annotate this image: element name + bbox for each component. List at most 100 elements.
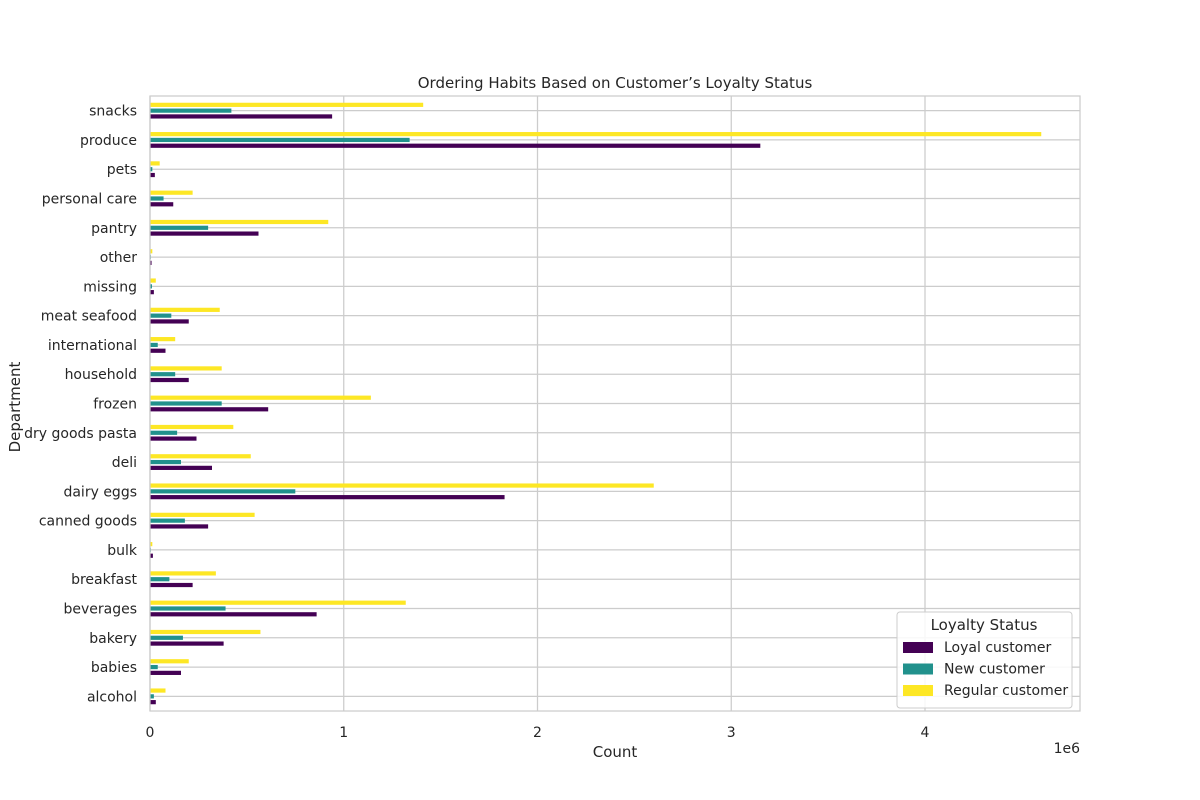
bar-regular-customer-alcohol — [150, 688, 166, 693]
y-tick-label: pets — [107, 162, 137, 178]
y-tick-label: produce — [80, 133, 137, 149]
bar-regular-customer-household — [150, 366, 222, 371]
bar-regular-customer-beverages — [150, 600, 406, 605]
bar-loyal-customer-babies — [150, 670, 181, 675]
y-tick-label: beverages — [63, 602, 137, 618]
bar-regular-customer-meat-seafood — [150, 307, 220, 312]
bar-loyal-customer-international — [150, 348, 166, 353]
bar-new-customer-frozen — [150, 401, 222, 406]
y-axis-label: Department — [6, 362, 24, 453]
bar-new-customer-dry-goods-pasta — [150, 430, 178, 435]
y-tick-label: bulk — [107, 543, 138, 559]
x-tick-label: 0 — [146, 725, 155, 741]
plot-frame — [149, 95, 1081, 712]
x-tick-label: 1 — [339, 725, 348, 741]
y-tick-label: frozen — [93, 397, 137, 413]
y-tick-label: bakery — [89, 631, 137, 647]
legend-swatch — [903, 642, 933, 653]
bar-regular-customer-bakery — [150, 629, 261, 635]
y-tick-label: canned goods — [39, 514, 137, 530]
y-tick-label: breakfast — [71, 572, 137, 588]
y-tick-label: pantry — [91, 221, 137, 237]
bar-loyal-customer-household — [150, 377, 189, 383]
bar-new-customer-breakfast — [150, 577, 170, 582]
bar-loyal-customer-canned-goods — [150, 524, 209, 529]
bar-new-customer-babies — [150, 664, 158, 670]
bar-regular-customer-snacks — [150, 102, 424, 107]
bar-loyal-customer-deli — [150, 465, 212, 470]
y-tick-label: personal care — [42, 192, 137, 208]
bar-regular-customer-frozen — [150, 395, 371, 400]
bar-new-customer-canned-goods — [150, 518, 185, 523]
bar-loyal-customer-other — [150, 260, 152, 265]
bar-new-customer-bakery — [150, 635, 183, 640]
bar-loyal-customer-beverages — [150, 612, 317, 617]
y-tick-label: missing — [83, 279, 137, 295]
bar-regular-customer-dairy-eggs — [150, 483, 654, 488]
y-tick-label: alcohol — [87, 689, 137, 705]
bar-new-customer-dairy-eggs — [150, 489, 296, 494]
bar-loyal-customer-dry-goods-pasta — [150, 436, 197, 441]
bar-new-customer-personal-care — [150, 196, 164, 201]
bar-regular-customer-missing — [150, 278, 156, 283]
bar-regular-customer-breakfast — [150, 571, 216, 576]
y-ticks: alcohol babies bakery beverages breakfast bul… — [24, 104, 138, 706]
x-tick-label: 4 — [921, 725, 930, 741]
bar-regular-customer-dry-goods-pasta — [150, 424, 234, 430]
bar-loyal-customer-bakery — [150, 641, 224, 646]
x-tick-label: 2 — [533, 725, 542, 741]
bar-loyal-customer-pantry — [150, 231, 259, 236]
legend-entry: Regular customer — [944, 683, 1068, 699]
bar-new-customer-household — [150, 372, 176, 377]
legend-entry: Loyal customer — [944, 640, 1051, 656]
chart-title: Ordering Habits Based on Customer’s Loya… — [418, 74, 813, 92]
y-tick-label: deli — [112, 455, 137, 471]
y-tick-label: dairy eggs — [63, 484, 137, 500]
bar-regular-customer-deli — [150, 454, 251, 459]
bar-regular-customer-other — [150, 249, 153, 254]
y-tick-label: babies — [91, 660, 137, 676]
bar-regular-customer-personal-care — [150, 190, 193, 195]
bar-loyal-customer-produce — [150, 143, 761, 148]
bar-regular-customer-pets — [150, 161, 160, 166]
bar-new-customer-snacks — [150, 108, 232, 113]
bar-new-customer-produce — [150, 137, 410, 143]
bar-regular-customer-international — [150, 337, 176, 342]
bar-new-customer-pantry — [150, 225, 209, 230]
bar-regular-customer-pantry — [150, 219, 329, 225]
legend-swatch — [903, 685, 933, 696]
y-tick-label: international — [48, 338, 137, 354]
bar-loyal-customer-missing — [150, 290, 154, 295]
legend-entry: New customer — [944, 662, 1045, 678]
y-tick-label: household — [65, 367, 137, 383]
grid-layer — [149, 96, 1080, 711]
legend-items: Loyal customer New customer Regular custom… — [903, 640, 1068, 699]
bar-loyal-customer-breakfast — [150, 582, 193, 588]
bar-regular-customer-produce — [150, 132, 1042, 137]
bar-loyal-customer-snacks — [150, 114, 333, 119]
y-tick-label: dry goods pasta — [24, 426, 137, 442]
x-axis-label: Count — [593, 743, 638, 761]
x-scale-label: 1e6 — [1054, 741, 1081, 757]
x-tick-label: 3 — [727, 725, 736, 741]
bar-loyal-customer-alcohol — [150, 700, 156, 705]
bar-new-customer-alcohol — [150, 694, 154, 699]
x-ticks: 0 1 2 3 4 — [146, 725, 930, 741]
bar-regular-customer-babies — [150, 659, 189, 664]
bar-new-customer-missing — [150, 284, 152, 289]
bar-loyal-customer-meat-seafood — [150, 319, 189, 324]
legend: Loyalty Status Loyal customer New custome… — [896, 611, 1073, 709]
bar-loyal-customer-bulk — [150, 553, 153, 558]
y-tick-label: snacks — [89, 104, 137, 120]
bar-new-customer-meat-seafood — [150, 313, 172, 318]
y-tick-label: other — [100, 250, 138, 266]
bar-new-customer-deli — [150, 459, 181, 465]
bar-new-customer-pets — [150, 167, 153, 172]
bar-regular-customer-bulk — [150, 542, 153, 547]
bar-regular-customer-canned-goods — [150, 512, 255, 517]
bar-new-customer-international — [150, 342, 158, 348]
bar-new-customer-beverages — [150, 606, 226, 611]
bar-loyal-customer-pets — [150, 172, 155, 178]
legend-title: Loyalty Status — [931, 616, 1038, 634]
